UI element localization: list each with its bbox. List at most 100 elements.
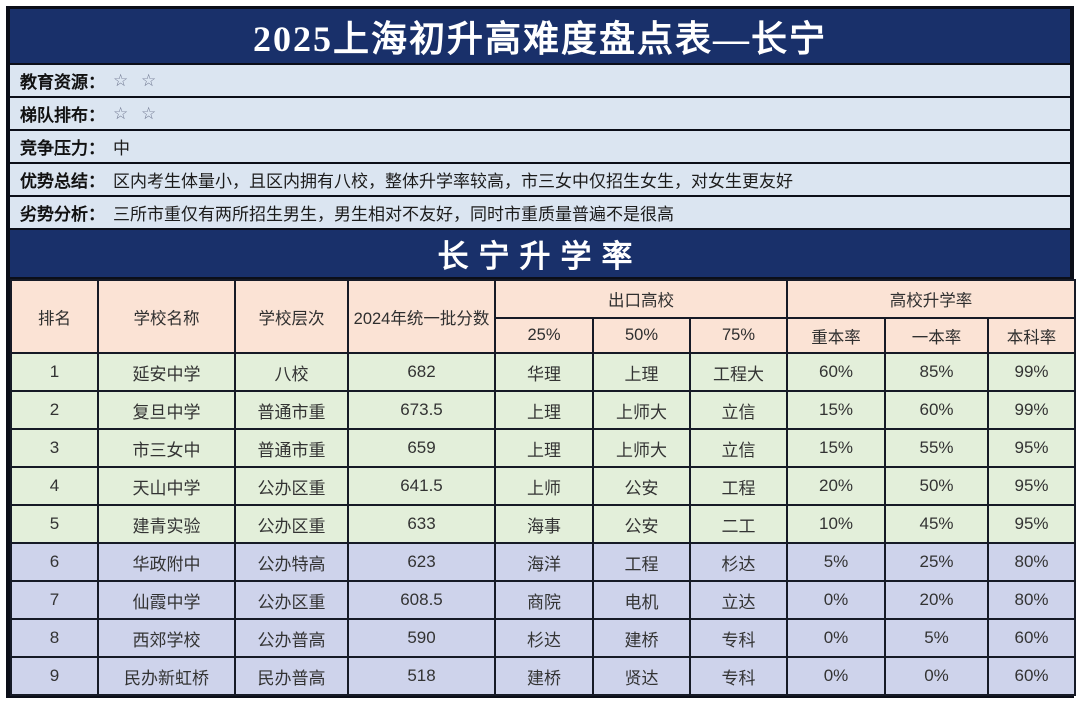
table-row: 7 仙霞中学 公办区重 608.5 商院 电机 立达 0% 20% 80% <box>10 580 1076 620</box>
score-2024-cell: 608.5 <box>347 580 496 620</box>
school-name-cell: 西郊学校 <box>97 618 236 658</box>
school-name-cell: 仙霞中学 <box>97 580 236 620</box>
header-yiben-rate: 一本率 <box>884 317 989 354</box>
rate-benke-cell: 60% <box>987 656 1076 696</box>
exit-p50-cell: 公安 <box>592 466 691 506</box>
rate-yiben-cell: 45% <box>884 504 989 544</box>
table-row: 9 民办新虹桥 民办普高 518 建桥 贤达 专科 0% 0% 60% <box>10 656 1076 696</box>
info-label: 教育资源： <box>20 73 105 92</box>
rate-zhongben-cell: 60% <box>786 352 886 392</box>
score-2024-cell: 590 <box>347 618 496 658</box>
section-title: 长宁升学率 <box>437 239 643 274</box>
score-2024-cell: 641.5 <box>347 466 496 506</box>
rank-cell: 1 <box>10 352 99 392</box>
header-2024-score: 2024年统一批分数 <box>347 279 496 354</box>
rate-yiben-cell: 50% <box>884 466 989 506</box>
rate-zhongben-cell: 10% <box>786 504 886 544</box>
rate-zhongben-cell: 20% <box>786 466 886 506</box>
rate-zhongben-cell: 0% <box>786 618 886 658</box>
school-name-cell: 民办新虹桥 <box>97 656 236 696</box>
table-row: 2 复旦中学 普通市重 673.5 上理 上师大 立信 15% 60% 99% <box>10 390 1076 430</box>
info-value: 中 <box>113 139 130 158</box>
info-label: 梯队排布： <box>20 106 105 125</box>
rank-cell: 8 <box>10 618 99 658</box>
rate-zhongben-cell: 0% <box>786 580 886 620</box>
header-p50: 50% <box>592 317 691 354</box>
rate-benke-cell: 80% <box>987 542 1076 582</box>
header-rank: 排名 <box>10 279 99 354</box>
school-tier-cell: 公办区重 <box>234 504 349 544</box>
header-exit-universities-group: 出口高校 <box>494 279 788 319</box>
rate-benke-cell: 95% <box>987 428 1076 468</box>
info-label: 优势总结： <box>20 172 105 191</box>
info-value: 三所市重仅有两所招生男生，男生相对不友好，同时市重质量普遍不是很高 <box>113 205 674 224</box>
rank-cell: 5 <box>10 504 99 544</box>
exit-p25-cell: 海洋 <box>494 542 594 582</box>
score-2024-cell: 659 <box>347 428 496 468</box>
rate-benke-cell: 80% <box>987 580 1076 620</box>
exit-p75-cell: 杉达 <box>689 542 788 582</box>
school-name-cell: 天山中学 <box>97 466 236 506</box>
rank-cell: 4 <box>10 466 99 506</box>
table-row: 5 建青实验 公办区重 633 海事 公安 二工 10% 45% 95% <box>10 504 1076 544</box>
score-2024-cell: 682 <box>347 352 496 392</box>
exit-p50-cell: 贤达 <box>592 656 691 696</box>
main-title-bar: 2025上海初升高难度盘点表—长宁 <box>10 9 1070 63</box>
exit-p25-cell: 上师 <box>494 466 594 506</box>
rate-yiben-cell: 20% <box>884 580 989 620</box>
score-2024-cell: 518 <box>347 656 496 696</box>
exit-p50-cell: 上师大 <box>592 390 691 430</box>
rate-zhongben-cell: 5% <box>786 542 886 582</box>
rank-cell: 3 <box>10 428 99 468</box>
school-name-cell: 延安中学 <box>97 352 236 392</box>
rate-yiben-cell: 85% <box>884 352 989 392</box>
rate-benke-cell: 99% <box>987 352 1076 392</box>
rate-benke-cell: 60% <box>987 618 1076 658</box>
score-2024-cell: 633 <box>347 504 496 544</box>
exit-p25-cell: 商院 <box>494 580 594 620</box>
exit-p25-cell: 海事 <box>494 504 594 544</box>
header-zhongben-rate: 重本率 <box>786 317 886 354</box>
table-row: 3 市三女中 普通市重 659 上理 上师大 立信 15% 55% 95% <box>10 428 1076 468</box>
rate-zhongben-cell: 0% <box>786 656 886 696</box>
exit-p50-cell: 公安 <box>592 504 691 544</box>
star-rating: ☆ ☆ <box>113 103 161 123</box>
school-tier-cell: 公办特高 <box>234 542 349 582</box>
rank-cell: 9 <box>10 656 99 696</box>
exit-p50-cell: 上理 <box>592 352 691 392</box>
rate-benke-cell: 95% <box>987 466 1076 506</box>
school-tier-cell: 普通市重 <box>234 390 349 430</box>
school-name-cell: 复旦中学 <box>97 390 236 430</box>
info-row-strengths-summary: 优势总结： 区内考生体量小，且区内拥有八校，整体升学率较高，市三女中仅招生女生，… <box>10 164 1070 195</box>
exit-p75-cell: 立信 <box>689 390 788 430</box>
school-tier-cell: 民办普高 <box>234 656 349 696</box>
exit-p25-cell: 杉达 <box>494 618 594 658</box>
header-school-name: 学校名称 <box>97 279 236 354</box>
table-row: 6 华政附中 公办特高 623 海洋 工程 杉达 5% 25% 80% <box>10 542 1076 582</box>
table-row: 4 天山中学 公办区重 641.5 上师 公安 工程 20% 50% 95% <box>10 466 1076 506</box>
header-university-rate-group: 高校升学率 <box>786 279 1076 319</box>
exit-p75-cell: 工程 <box>689 466 788 506</box>
rate-benke-cell: 95% <box>987 504 1076 544</box>
school-tier-cell: 公办区重 <box>234 580 349 620</box>
school-tier-cell: 公办区重 <box>234 466 349 506</box>
exit-p25-cell: 华理 <box>494 352 594 392</box>
section-title-bar: 长宁升学率 <box>10 230 1070 277</box>
exit-p25-cell: 上理 <box>494 390 594 430</box>
exit-p75-cell: 立信 <box>689 428 788 468</box>
header-school-tier: 学校层次 <box>234 279 349 354</box>
info-row-tier-distribution: 梯队排布： ☆ ☆ <box>10 98 1070 129</box>
rank-cell: 2 <box>10 390 99 430</box>
header-p75: 75% <box>689 317 788 354</box>
school-tier-cell: 公办普高 <box>234 618 349 658</box>
rate-yiben-cell: 55% <box>884 428 989 468</box>
rate-zhongben-cell: 15% <box>786 390 886 430</box>
header-benke-rate: 本科率 <box>987 317 1076 354</box>
table-body: 1 延安中学 八校 682 华理 上理 工程大 60% 85% 99% 2 复旦中学 普通市重 673.5… <box>10 352 1076 696</box>
rank-cell: 6 <box>10 542 99 582</box>
header-p25: 25% <box>494 317 594 354</box>
info-row-education-resources: 教育资源： ☆ ☆ <box>10 65 1070 96</box>
info-row-competition-pressure: 竞争压力： 中 <box>10 131 1070 162</box>
info-row-weaknesses-analysis: 劣势分析： 三所市重仅有两所招生男生，男生相对不友好，同时市重质量普遍不是很高 <box>10 197 1070 228</box>
exit-p25-cell: 上理 <box>494 428 594 468</box>
